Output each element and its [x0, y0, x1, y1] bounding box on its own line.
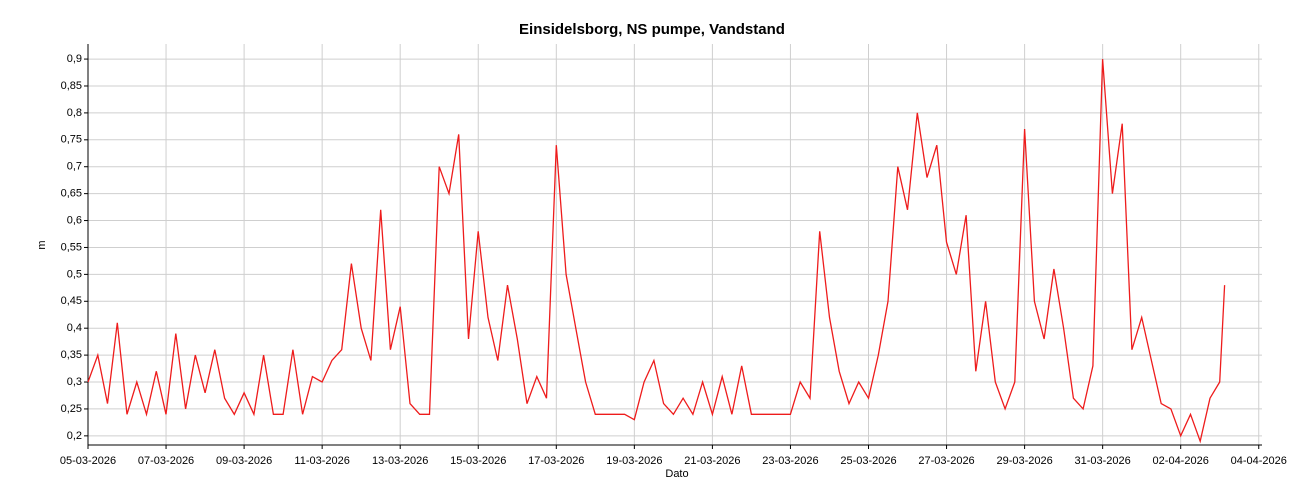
y-tick-label: 0,45 — [61, 295, 82, 307]
x-tick-label: 29-03-2026 — [996, 455, 1052, 467]
y-tick-label: 0,2 — [67, 430, 82, 442]
y-tick-label: 0,65 — [61, 188, 82, 200]
y-tick-label: 0,4 — [67, 322, 82, 334]
x-tick-label: 31-03-2026 — [1075, 455, 1131, 467]
chart-title: Einsidelsborg, NS pumpe, Vandstand — [519, 21, 785, 38]
line — [87, 59, 1226, 444]
x-axis-title: Dato — [665, 468, 688, 480]
x-tick-label: 27-03-2026 — [918, 455, 974, 467]
x-tick-label: 04-04-2026 — [1231, 455, 1287, 467]
y-tick-label: 0,8 — [67, 107, 82, 119]
y-tick-label: 0,3 — [67, 376, 82, 388]
y-tick-label: 0,55 — [61, 241, 82, 253]
x-tick-label: 07-03-2026 — [138, 455, 194, 467]
y-tick-label: 0,35 — [61, 349, 82, 361]
x-tick-label: 19-03-2026 — [606, 455, 662, 467]
y-tick-label: 0,6 — [67, 214, 82, 226]
y-tick-label: 0,25 — [61, 403, 82, 415]
x-tick-label: 23-03-2026 — [762, 455, 818, 467]
x-tick-label: 21-03-2026 — [684, 455, 740, 467]
x-tick-label: 25-03-2026 — [840, 455, 896, 467]
y-tick-label: 0,75 — [61, 134, 82, 146]
x-tick-label: 13-03-2026 — [372, 455, 428, 467]
y-axis-title: m — [36, 240, 48, 249]
y-tick-label: 0,5 — [67, 268, 82, 280]
y-tick-label: 0,85 — [61, 80, 82, 92]
x-tick-label: 05-03-2026 — [60, 455, 116, 467]
x-tick-label: 02-04-2026 — [1153, 455, 1209, 467]
x-tick-label: 17-03-2026 — [528, 455, 584, 467]
x-tick-label: 15-03-2026 — [450, 455, 506, 467]
y-tick-label: 0,7 — [67, 161, 82, 173]
x-tick-label: 11-03-2026 — [294, 455, 349, 467]
y-tick-label: 0,9 — [67, 53, 82, 65]
x-tick-label: 09-03-2026 — [216, 455, 272, 467]
